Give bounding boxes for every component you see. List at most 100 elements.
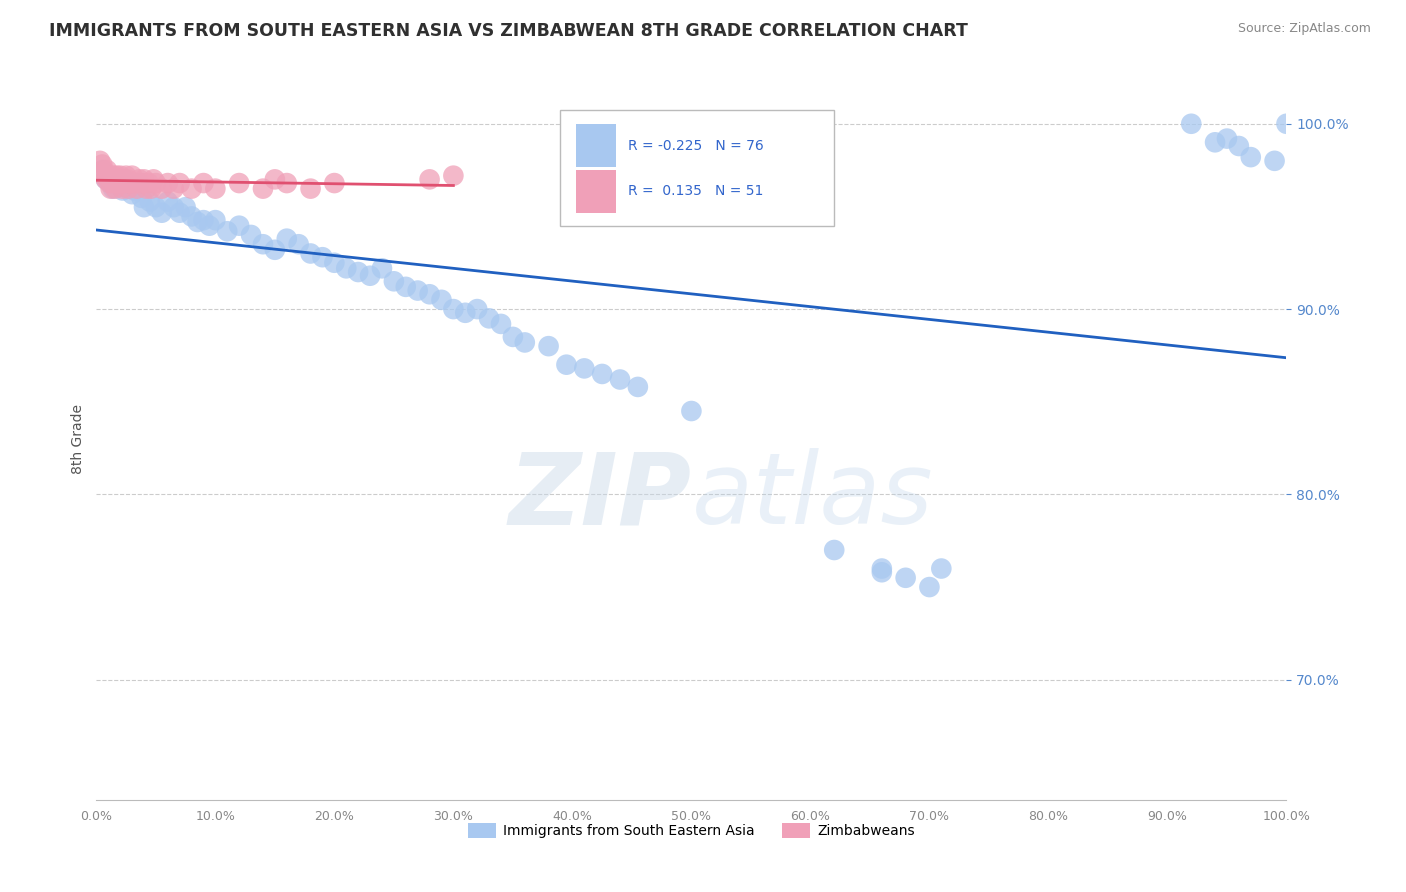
- FancyBboxPatch shape: [561, 110, 834, 226]
- Point: [110, 172, 132, 186]
- Point: [124, 176, 146, 190]
- Point: [299, 246, 322, 260]
- Point: [263, 243, 285, 257]
- Point: [217, 224, 239, 238]
- Point: [323, 256, 346, 270]
- Point: [108, 176, 131, 190]
- Point: [287, 237, 309, 252]
- Point: [131, 191, 153, 205]
- Point: [132, 172, 155, 186]
- Point: [1204, 136, 1226, 150]
- Point: [125, 181, 148, 195]
- Point: [228, 176, 250, 190]
- Point: [131, 176, 153, 190]
- Point: [228, 219, 250, 233]
- Point: [193, 176, 215, 190]
- Point: [382, 274, 405, 288]
- Point: [138, 176, 160, 190]
- Point: [574, 361, 596, 376]
- Point: [150, 181, 173, 195]
- Point: [323, 176, 346, 190]
- Point: [1180, 117, 1202, 131]
- Point: [107, 176, 129, 190]
- Point: [276, 232, 298, 246]
- Point: [180, 181, 202, 195]
- Point: [104, 172, 127, 186]
- Point: [100, 176, 122, 190]
- Point: [359, 268, 381, 283]
- Point: [406, 284, 429, 298]
- Point: [441, 302, 464, 317]
- Point: [193, 213, 215, 227]
- Point: [347, 265, 370, 279]
- Point: [118, 176, 141, 190]
- Point: [454, 306, 477, 320]
- Point: [125, 181, 148, 195]
- Text: Source: ZipAtlas.com: Source: ZipAtlas.com: [1237, 22, 1371, 36]
- Point: [91, 163, 114, 178]
- Point: [94, 172, 117, 186]
- Point: [263, 172, 285, 186]
- Point: [163, 181, 186, 195]
- Point: [111, 184, 134, 198]
- Point: [101, 181, 124, 195]
- Y-axis label: 8th Grade: 8th Grade: [72, 404, 86, 474]
- Point: [1216, 131, 1239, 145]
- Point: [128, 172, 150, 186]
- Point: [114, 172, 136, 186]
- Point: [132, 200, 155, 214]
- Point: [1275, 117, 1298, 131]
- Point: [142, 172, 165, 186]
- Point: [108, 179, 131, 194]
- Point: [93, 169, 115, 183]
- Text: R =  0.135   N = 51: R = 0.135 N = 51: [628, 185, 763, 198]
- Point: [198, 219, 221, 233]
- Point: [419, 172, 441, 186]
- Point: [299, 181, 322, 195]
- Point: [117, 172, 139, 186]
- FancyBboxPatch shape: [576, 170, 616, 212]
- Point: [489, 317, 512, 331]
- Point: [156, 176, 179, 190]
- Point: [145, 176, 167, 190]
- Point: [105, 169, 128, 183]
- Point: [513, 335, 536, 350]
- Point: [918, 580, 941, 594]
- Point: [117, 181, 139, 195]
- Point: [121, 187, 143, 202]
- Point: [627, 380, 650, 394]
- Point: [252, 237, 274, 252]
- Point: [204, 213, 226, 227]
- Point: [240, 227, 263, 242]
- Legend: Immigrants from South Eastern Asia, Zimbabweans: Immigrants from South Eastern Asia, Zimb…: [463, 818, 920, 844]
- Point: [121, 169, 143, 183]
- Point: [91, 157, 114, 171]
- Point: [180, 210, 202, 224]
- Point: [870, 561, 893, 575]
- Text: ZIP: ZIP: [509, 448, 692, 545]
- Point: [335, 261, 357, 276]
- Point: [93, 163, 115, 178]
- Point: [112, 172, 135, 186]
- Point: [114, 176, 136, 190]
- Point: [97, 169, 120, 183]
- Point: [108, 169, 131, 183]
- Text: atlas: atlas: [692, 448, 934, 545]
- Point: [94, 172, 117, 186]
- Point: [186, 215, 208, 229]
- Point: [1240, 150, 1263, 164]
- Point: [252, 181, 274, 195]
- Point: [118, 181, 141, 195]
- Point: [465, 302, 488, 317]
- Point: [1264, 153, 1286, 168]
- Point: [502, 330, 524, 344]
- Point: [441, 169, 464, 183]
- Point: [163, 200, 186, 214]
- Point: [174, 200, 197, 214]
- Point: [150, 205, 173, 219]
- Point: [681, 404, 703, 418]
- Point: [419, 287, 441, 301]
- Point: [139, 194, 162, 209]
- Point: [931, 561, 953, 575]
- Point: [117, 176, 139, 190]
